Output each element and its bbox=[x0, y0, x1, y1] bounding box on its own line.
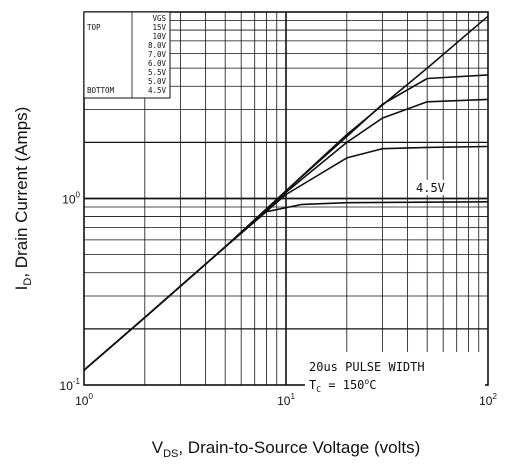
legend-header: VGS bbox=[152, 14, 166, 23]
x-tick-labels: 100 101 102 bbox=[75, 392, 497, 408]
legend-entry-6: 5.0V bbox=[148, 77, 167, 86]
x-tick-base: 10 bbox=[479, 394, 493, 408]
y-axis-title: ID, Drain Current (Amps) bbox=[12, 107, 34, 291]
plot-frame bbox=[83, 11, 489, 386]
annotation-background bbox=[305, 352, 485, 392]
y-tick-base: 10 bbox=[60, 379, 74, 393]
legend-entry-0: 15V bbox=[152, 23, 166, 32]
y-tick-label-0: 10-1 bbox=[60, 377, 81, 393]
y-title-sub: D bbox=[22, 278, 34, 286]
y-tick-exp: 0 bbox=[76, 191, 81, 200]
legend-entry-1: 10V bbox=[152, 32, 166, 41]
legend-entry-7: 4.5V bbox=[148, 86, 167, 95]
x-tick-exp: 2 bbox=[492, 392, 497, 401]
y-title-main: I bbox=[12, 286, 31, 291]
legend-entry-3: 7.0V bbox=[148, 50, 167, 59]
x-tick-label-0: 100 bbox=[75, 392, 93, 408]
y-tick-base: 10 bbox=[62, 193, 76, 207]
legend-entry-4: 6.0V bbox=[148, 59, 167, 68]
temp-sup: o bbox=[364, 377, 369, 386]
x-tick-base: 10 bbox=[277, 394, 291, 408]
x-title-rest: , Drain-to-Source Voltage (volts) bbox=[178, 438, 420, 457]
x-tick-base: 10 bbox=[75, 394, 89, 408]
temp-main: T bbox=[309, 378, 316, 392]
x-tick-exp: 0 bbox=[88, 392, 93, 401]
legend-entry-5: 5.5V bbox=[148, 68, 167, 77]
x-title-main: V bbox=[152, 438, 164, 457]
series-line-4 bbox=[83, 201, 489, 371]
annotation: 20us PULSE WIDTH TC = 150oC bbox=[305, 352, 485, 394]
temp-unit: C bbox=[369, 378, 376, 392]
temp-rest: = 150 bbox=[321, 378, 364, 392]
curves bbox=[83, 15, 489, 371]
legend-box bbox=[83, 11, 171, 99]
curve-label-4-5v: 4.5V bbox=[416, 181, 445, 195]
annotation-temperature: TC = 150oC bbox=[309, 377, 376, 394]
x-title-sub: DS bbox=[163, 448, 178, 460]
x-tick-exp: 1 bbox=[290, 392, 295, 401]
annotation-pulse-width: 20us PULSE WIDTH bbox=[309, 360, 425, 374]
x-tick-label-2: 102 bbox=[479, 392, 497, 408]
y-tick-exp: -1 bbox=[73, 377, 81, 386]
curve-label-background bbox=[414, 180, 454, 195]
y-title-rest: , Drain Current (Amps) bbox=[12, 107, 31, 278]
x-axis-title: VDS, Drain-to-Source Voltage (volts) bbox=[152, 438, 421, 460]
x-tick-label-1: 101 bbox=[277, 392, 295, 408]
legend-entry-2: 8.0V bbox=[148, 41, 167, 50]
curve-label-group: 4.5V bbox=[414, 180, 454, 195]
temp-sub: C bbox=[316, 385, 321, 394]
legend: VGS TOP BOTTOM 15V10V8.0V7.0V6.0V5.5V5.0… bbox=[83, 11, 171, 99]
legend-bottom-label: BOTTOM bbox=[87, 86, 115, 95]
y-tick-label-1: 100 bbox=[62, 191, 80, 207]
legend-top-label: TOP bbox=[87, 23, 101, 32]
